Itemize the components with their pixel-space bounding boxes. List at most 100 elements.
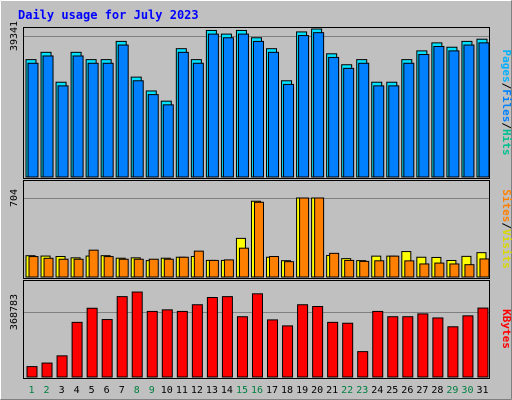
files-bar — [72, 55, 84, 178]
files-bar — [328, 56, 340, 178]
day-label: 23 — [356, 385, 368, 396]
panel-side-label: Sites/Visits — [500, 189, 512, 269]
sites-bar — [253, 201, 264, 278]
kbytes-bar — [447, 326, 459, 378]
side-label-part: / — [500, 222, 512, 229]
sites-bar — [464, 264, 475, 278]
day-label: 15 — [236, 385, 248, 396]
sites-bar — [178, 256, 189, 278]
sites-bar — [208, 259, 219, 278]
day-label: 4 — [74, 385, 80, 396]
day-label: 30 — [461, 385, 473, 396]
panel-side-label: Pages/Files/Hits — [500, 50, 512, 156]
files-bar — [283, 83, 295, 178]
files-bar — [252, 40, 264, 178]
sites-bar — [449, 263, 460, 278]
side-label-part: Visits — [500, 229, 512, 269]
files-bar — [237, 33, 249, 178]
day-label: 20 — [311, 385, 323, 396]
sites-bar — [359, 260, 370, 278]
sites-bar — [238, 247, 249, 278]
files-bar — [358, 62, 370, 178]
day-label: 2 — [44, 385, 50, 396]
kbytes-bar — [86, 307, 98, 378]
files-bar — [478, 42, 490, 178]
sites-bar — [284, 261, 295, 278]
kbytes-bar — [297, 304, 309, 378]
kbytes-bar — [176, 310, 188, 378]
files-bar — [313, 32, 325, 178]
day-label: 28 — [431, 385, 443, 396]
sites-bar — [58, 258, 69, 278]
max-value-label: 704 — [9, 189, 20, 207]
kbytes-panel: 368783 KBytes — [9, 280, 512, 379]
sites-bar — [374, 260, 385, 278]
kbytes-bar — [56, 355, 68, 378]
day-label: 11 — [176, 385, 188, 396]
files-bar — [207, 33, 219, 178]
kbytes-bar — [116, 296, 128, 378]
max-value-label: 368783 — [9, 294, 20, 330]
kbytes-bar — [372, 310, 384, 378]
kbytes-bar — [41, 362, 53, 378]
day-label: 25 — [386, 385, 398, 396]
day-label: 13 — [206, 385, 218, 396]
kbytes-bar — [432, 317, 444, 378]
day-label: 10 — [161, 385, 173, 396]
panel-side-label: KBytes — [500, 309, 512, 349]
files-bar — [102, 62, 114, 178]
sites-bar — [148, 258, 159, 278]
sites-bar — [479, 258, 490, 278]
sites-bar — [28, 256, 39, 278]
kbytes-bar — [26, 366, 38, 378]
kbytes-bar — [161, 309, 173, 378]
files-bar — [147, 94, 159, 178]
sites-bar — [299, 197, 310, 278]
kbytes-bar — [71, 321, 83, 378]
files-bar — [463, 44, 475, 178]
side-label-part: KBytes — [500, 309, 512, 349]
day-label: 8 — [134, 385, 140, 396]
kbytes-bar — [282, 325, 294, 378]
sites-bar — [314, 197, 325, 278]
sites-bar — [88, 249, 99, 278]
day-label: 21 — [326, 385, 338, 396]
day-label: 16 — [251, 385, 263, 396]
kbytes-bar — [342, 322, 354, 378]
sites-bar — [133, 258, 144, 278]
sites-bar — [103, 256, 114, 278]
files-bar — [448, 50, 460, 178]
sites-bar — [193, 250, 204, 278]
kbytes-bar — [402, 316, 414, 378]
kbytes-bar — [312, 305, 324, 378]
files-bar — [192, 62, 204, 178]
day-label: 9 — [149, 385, 155, 396]
day-label: 22 — [341, 385, 353, 396]
files-bar — [132, 80, 144, 178]
kbytes-bar — [327, 321, 339, 378]
day-label: 3 — [59, 385, 65, 396]
sites-bar — [329, 252, 340, 278]
side-label-part: Hits — [500, 129, 512, 156]
files-bar — [373, 85, 385, 178]
files-bar — [87, 62, 99, 178]
side-label-part: / — [500, 122, 512, 129]
kbytes-bar — [206, 297, 218, 378]
kbytes-bar — [251, 293, 263, 378]
files-bar — [42, 55, 54, 178]
files-bar — [433, 46, 445, 178]
day-label: 14 — [221, 385, 233, 396]
day-label: 18 — [281, 385, 293, 396]
day-label: 31 — [476, 385, 488, 396]
kbytes-bar — [101, 319, 113, 378]
sites-bar — [419, 263, 430, 278]
kbytes-bar — [417, 313, 429, 378]
day-label: 17 — [266, 385, 278, 396]
side-label-part: Pages — [500, 50, 512, 83]
chart-title: Daily usage for July 2023 — [18, 8, 199, 22]
day-label: 24 — [371, 385, 383, 396]
sites-bar — [118, 258, 129, 278]
files-bar — [403, 62, 415, 178]
